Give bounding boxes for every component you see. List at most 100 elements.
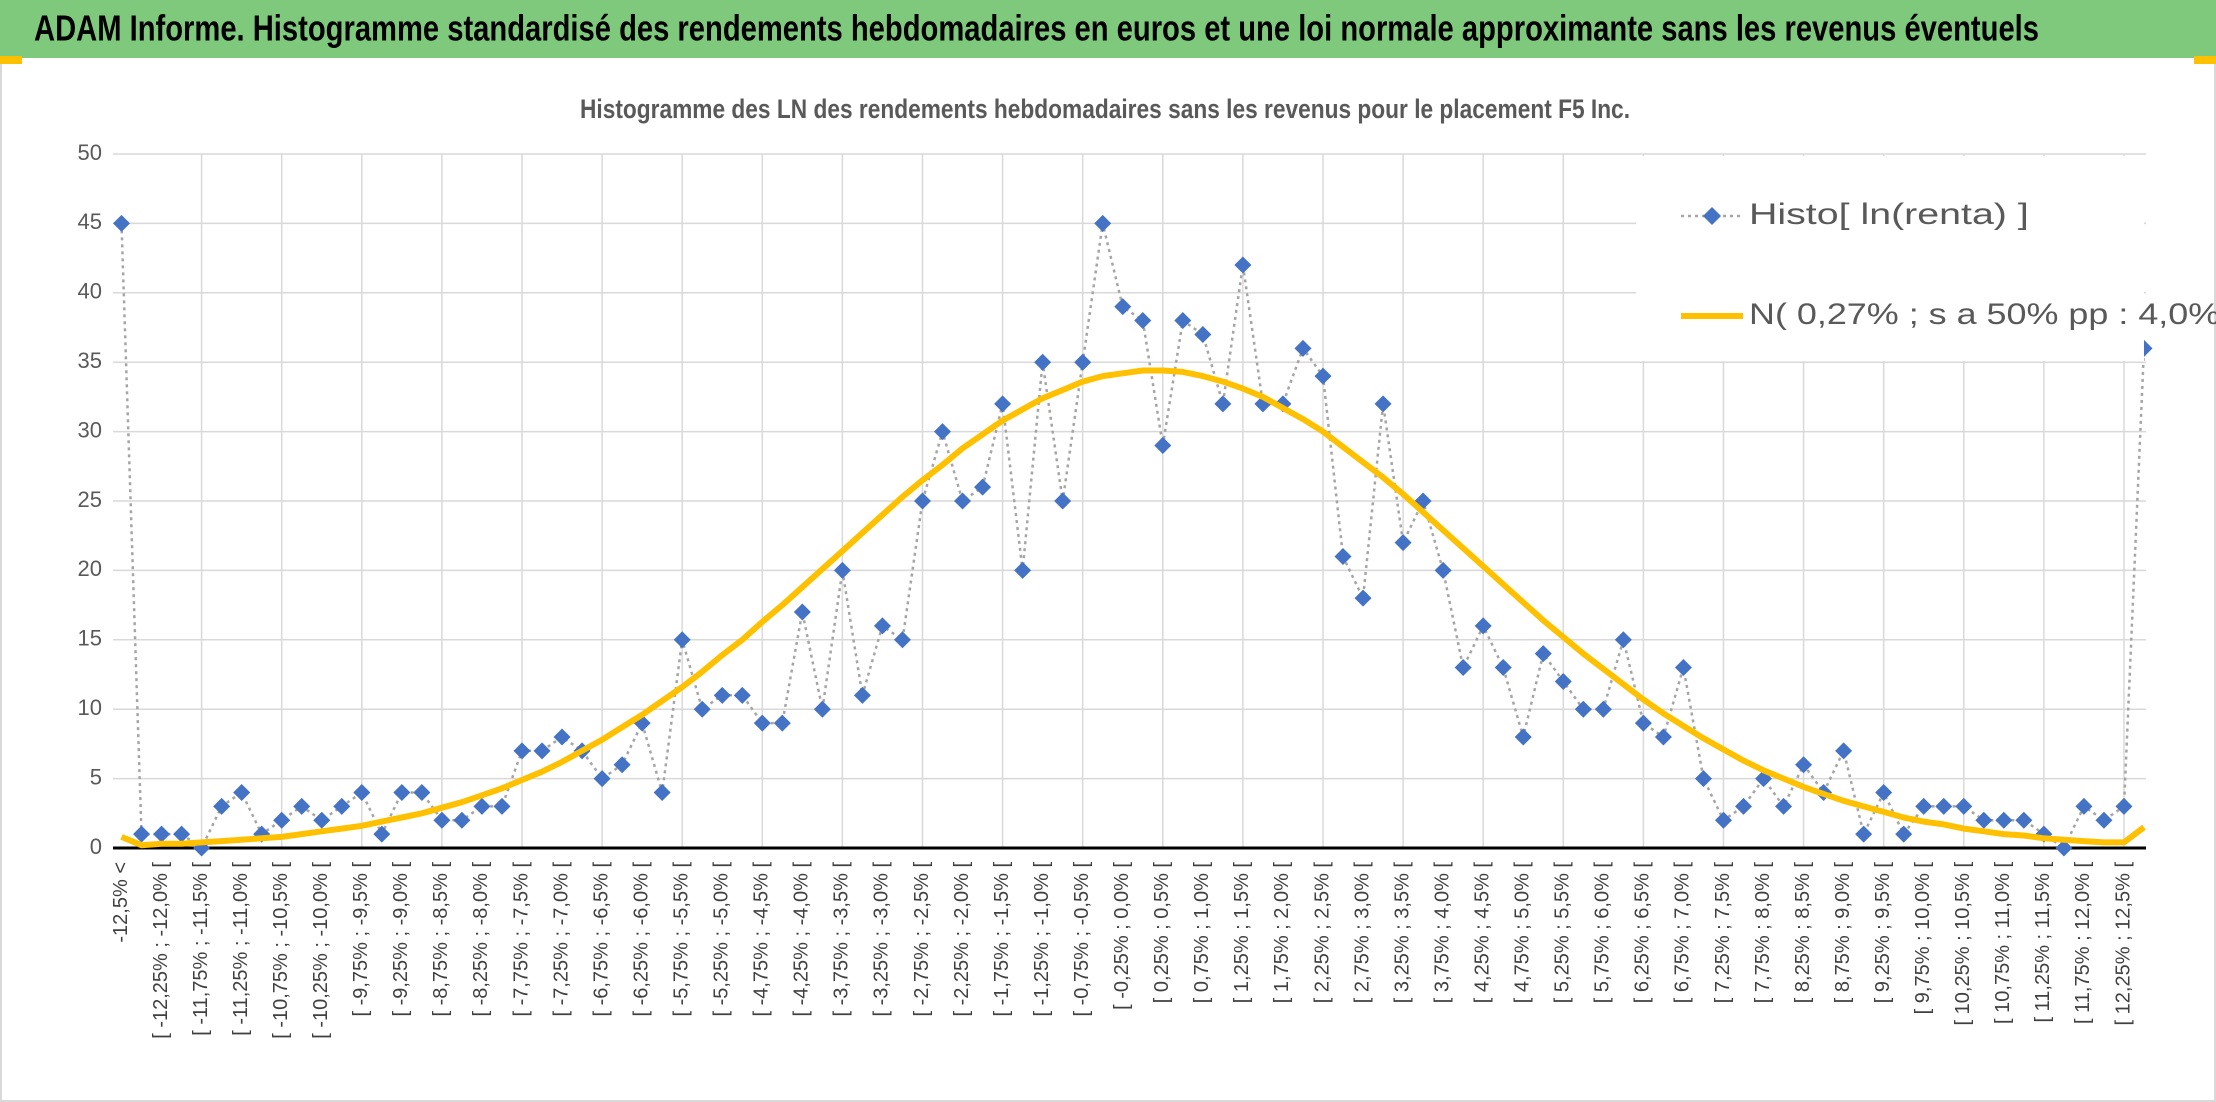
data-point <box>233 783 251 801</box>
data-point <box>373 825 391 843</box>
y-tick-label: 20 <box>78 556 102 581</box>
data-point <box>313 811 331 829</box>
x-tick-label: [ 2,25% ; 2,5% [ <box>1311 862 1333 1004</box>
data-point <box>613 756 631 774</box>
x-tick-label: [ 8,75% ; 9,0% [ <box>1832 862 1854 1004</box>
x-tick-label: [ 2,75% ; 3,0% [ <box>1351 862 1373 1004</box>
data-point <box>1614 631 1632 649</box>
data-point <box>1214 395 1232 413</box>
data-point <box>913 492 931 510</box>
series-line <box>120 367 2146 849</box>
data-point <box>733 686 751 704</box>
x-tick-label: [ 9,25% ; 9,5% [ <box>1872 862 1894 1004</box>
legend-label: N( 0,27% ; s a 50% pp : 4,0% ) <box>1749 298 2216 331</box>
data-point <box>793 603 811 621</box>
data-point <box>1094 214 1112 232</box>
x-tick-label: [ 3,75% ; 4,0% [ <box>1431 862 1453 1004</box>
x-tick-label: -12,5% < <box>110 862 132 943</box>
data-point <box>1394 534 1412 552</box>
data-point <box>813 700 831 718</box>
data-point <box>553 728 571 746</box>
data-point <box>1494 659 1512 677</box>
data-point <box>2095 811 2113 829</box>
x-tick-label: [ 9,75% ; 10,0% [ <box>1912 862 1934 1015</box>
x-tick-label: [ 3,25% ; 3,5% [ <box>1391 862 1413 1004</box>
data-point <box>1194 325 1212 343</box>
data-point <box>954 492 972 510</box>
data-point <box>2115 797 2133 815</box>
data-point <box>173 825 191 843</box>
corner-right <box>2194 56 2216 64</box>
y-tick-label: 10 <box>78 695 102 720</box>
x-tick-label: [ -10,75% ; -10,5% [ <box>270 862 292 1039</box>
x-tick-label: [ 6,75% ; 7,0% [ <box>1672 862 1694 1004</box>
series-line <box>120 222 2146 850</box>
legend-marker <box>1703 207 1721 225</box>
data-point <box>1955 797 1973 815</box>
data-point <box>773 714 791 732</box>
data-point <box>1634 714 1652 732</box>
data-point <box>2055 839 2073 857</box>
data-point <box>1314 367 1332 385</box>
x-tick-label: [ 4,75% ; 5,0% [ <box>1512 862 1534 1004</box>
data-point <box>213 797 231 815</box>
x-tick-label: [ -0,25% ; 0,0% [ <box>1111 862 1133 1010</box>
data-point <box>1835 742 1853 760</box>
data-point <box>893 631 911 649</box>
x-tick-label: [ 0,75% ; 1,0% [ <box>1191 862 1213 1004</box>
y-tick-label: 0 <box>90 834 102 859</box>
y-tick-label: 30 <box>78 417 102 442</box>
data-point <box>1034 353 1052 371</box>
data-point <box>934 423 952 441</box>
x-tick-label: [ -2,25% ; -2,0% [ <box>951 862 973 1017</box>
data-point <box>493 797 511 815</box>
data-point <box>1775 797 1793 815</box>
data-point <box>994 395 1012 413</box>
x-tick-label: [ 1,25% ; 1,5% [ <box>1231 862 1253 1004</box>
y-tick-label: 40 <box>78 279 102 304</box>
data-point <box>713 686 731 704</box>
x-tick-label: [ 0,25% ; 0,5% [ <box>1151 862 1173 1004</box>
data-point <box>853 686 871 704</box>
data-point <box>974 478 992 496</box>
data-point <box>393 783 411 801</box>
corner-left <box>0 56 22 64</box>
data-point <box>133 825 151 843</box>
x-tick-label: [ -10,25% ; -10,0% [ <box>310 862 332 1039</box>
y-tick-label: 25 <box>78 487 102 512</box>
data-point <box>673 631 691 649</box>
x-tick-label: [ -9,25% ; -9,0% [ <box>390 862 412 1017</box>
data-point <box>1074 353 1092 371</box>
x-tick-label: [ 8,25% ; 8,5% [ <box>1792 862 1814 1004</box>
data-point <box>113 214 130 232</box>
data-point <box>1014 561 1032 579</box>
x-tick-label: [ 7,75% ; 8,0% [ <box>1752 862 1774 1004</box>
data-point <box>1514 728 1532 746</box>
x-tick-label: [ 11,25% ; 11,5% [ <box>2032 862 2054 1023</box>
data-point <box>1474 617 1492 635</box>
legend-box <box>1636 156 2144 361</box>
data-point <box>1174 312 1192 330</box>
data-point <box>1374 395 1392 413</box>
x-tick-label: [ -3,75% ; -3,5% [ <box>831 862 853 1017</box>
x-tick-label: [ -11,25% ; -11,0% [ <box>230 862 252 1036</box>
x-tick-label: [ 10,25% ; 10,5% [ <box>1952 862 1974 1026</box>
data-point <box>473 797 491 815</box>
x-tick-label: [ -4,75% ; -4,5% [ <box>751 862 773 1017</box>
data-point <box>1454 659 1472 677</box>
legend-label: Histo[ ln(renta) ] <box>1749 198 2029 231</box>
x-tick-label: [ 1,75% ; 2,0% [ <box>1271 862 1293 1004</box>
x-tick-label: [ -11,75% ; -11,5% [ <box>190 862 212 1036</box>
data-point <box>1534 645 1552 663</box>
data-point <box>1895 825 1913 843</box>
data-point <box>1054 492 1072 510</box>
x-tick-label: [ 5,25% ; 5,5% [ <box>1552 862 1574 1004</box>
data-point <box>1875 783 1893 801</box>
data-point <box>1995 811 2013 829</box>
x-tick-label: [ -6,75% ; -6,5% [ <box>590 862 612 1017</box>
data-point <box>593 770 611 788</box>
data-point <box>153 825 171 843</box>
data-point <box>293 797 311 815</box>
data-point <box>1915 797 1933 815</box>
